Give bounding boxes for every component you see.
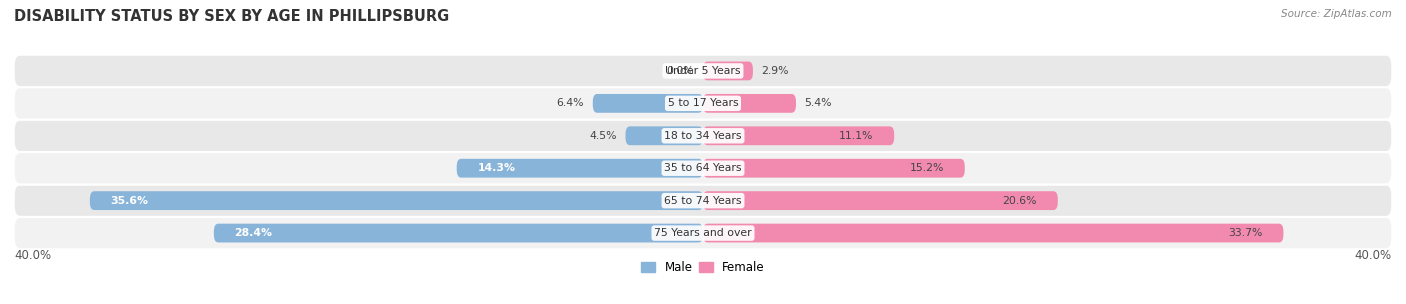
Text: Source: ZipAtlas.com: Source: ZipAtlas.com: [1281, 9, 1392, 19]
Text: 11.1%: 11.1%: [839, 131, 873, 141]
Text: 14.3%: 14.3%: [478, 163, 516, 173]
Text: 18 to 34 Years: 18 to 34 Years: [664, 131, 742, 141]
Text: 4.5%: 4.5%: [589, 131, 617, 141]
Text: 15.2%: 15.2%: [910, 163, 945, 173]
Text: 2.9%: 2.9%: [762, 66, 789, 76]
Text: 40.0%: 40.0%: [14, 249, 51, 262]
FancyBboxPatch shape: [14, 119, 1392, 152]
FancyBboxPatch shape: [703, 191, 1057, 210]
Text: 20.6%: 20.6%: [1002, 196, 1038, 206]
FancyBboxPatch shape: [703, 159, 965, 178]
Text: 0.0%: 0.0%: [666, 66, 695, 76]
Text: 6.4%: 6.4%: [557, 98, 583, 108]
Text: 40.0%: 40.0%: [1355, 249, 1392, 262]
FancyBboxPatch shape: [90, 191, 703, 210]
Text: 35 to 64 Years: 35 to 64 Years: [664, 163, 742, 173]
Text: 28.4%: 28.4%: [235, 228, 273, 238]
Text: 65 to 74 Years: 65 to 74 Years: [664, 196, 742, 206]
Text: 35.6%: 35.6%: [111, 196, 149, 206]
FancyBboxPatch shape: [703, 126, 894, 145]
Text: 33.7%: 33.7%: [1229, 228, 1263, 238]
Text: 75 Years and over: 75 Years and over: [654, 228, 752, 238]
FancyBboxPatch shape: [626, 126, 703, 145]
Text: 5 to 17 Years: 5 to 17 Years: [668, 98, 738, 108]
Legend: Male, Female: Male, Female: [637, 256, 769, 278]
Text: 5.4%: 5.4%: [804, 98, 832, 108]
FancyBboxPatch shape: [14, 185, 1392, 217]
Text: DISABILITY STATUS BY SEX BY AGE IN PHILLIPSBURG: DISABILITY STATUS BY SEX BY AGE IN PHILL…: [14, 9, 450, 24]
Text: Under 5 Years: Under 5 Years: [665, 66, 741, 76]
FancyBboxPatch shape: [457, 159, 703, 178]
FancyBboxPatch shape: [14, 152, 1392, 185]
FancyBboxPatch shape: [593, 94, 703, 113]
FancyBboxPatch shape: [703, 61, 754, 80]
FancyBboxPatch shape: [14, 55, 1392, 87]
FancyBboxPatch shape: [14, 217, 1392, 249]
FancyBboxPatch shape: [703, 94, 796, 113]
FancyBboxPatch shape: [214, 224, 703, 243]
FancyBboxPatch shape: [703, 224, 1284, 243]
FancyBboxPatch shape: [14, 87, 1392, 119]
